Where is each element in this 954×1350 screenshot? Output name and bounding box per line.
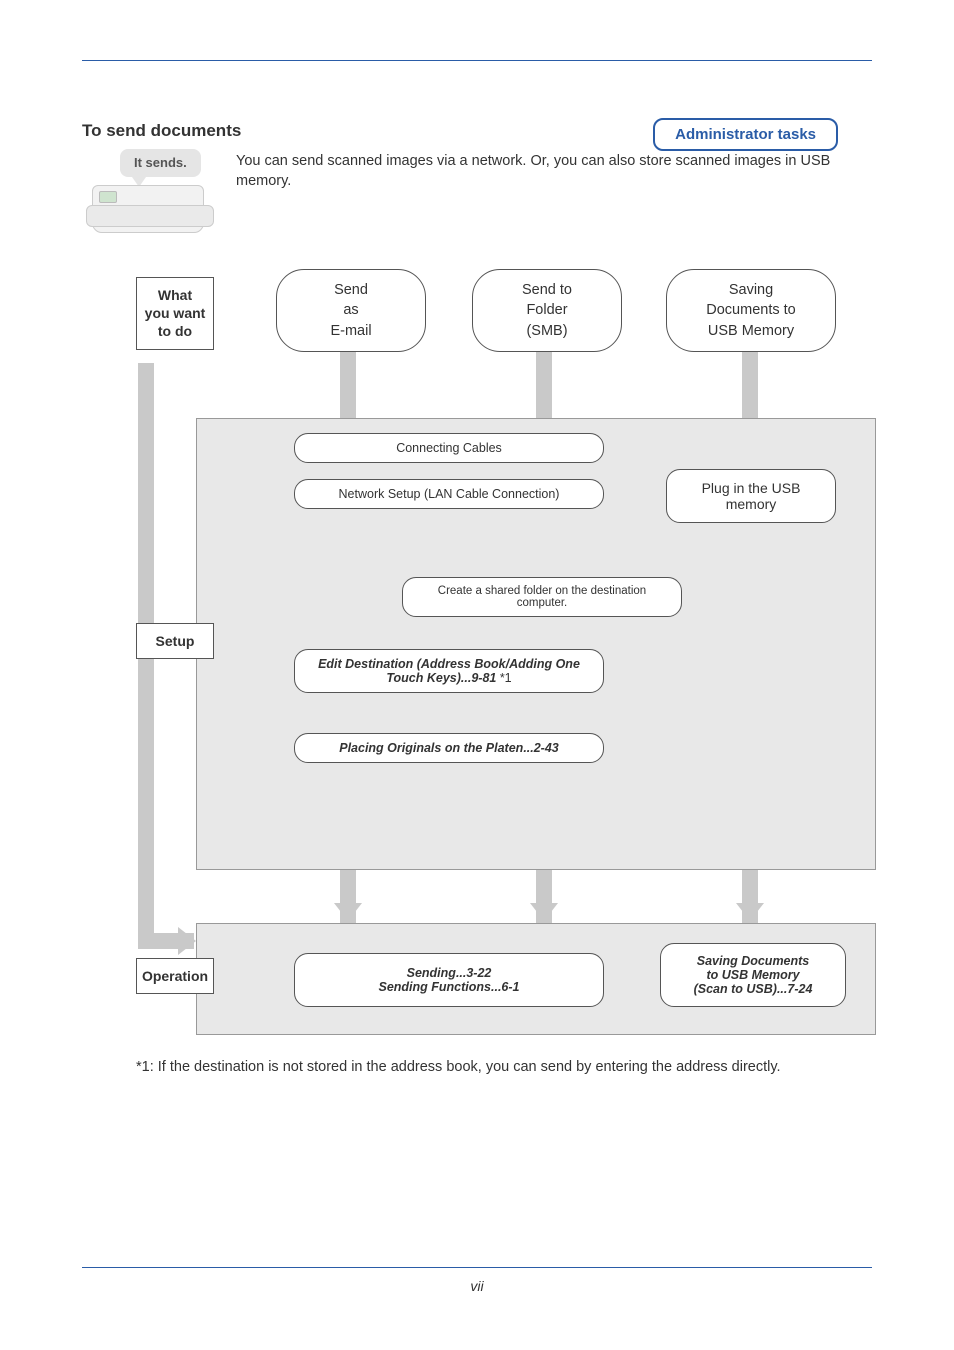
admin-tasks-badge: Administrator tasks (653, 118, 838, 151)
intro-paragraph: You can send scanned images via a networ… (236, 149, 872, 192)
goal-send-smb: Send to Folder (SMB) (472, 269, 622, 352)
goal-line: Send to (489, 280, 605, 300)
goal-usb: Saving Documents to USB Memory (666, 269, 836, 352)
flow-diagram: What you want to do Setup Operation Send… (136, 263, 872, 1043)
goal-line: E-mail (293, 321, 409, 341)
op-page-ref: ...7-24 (777, 982, 812, 996)
setup-label: Setup (136, 623, 214, 659)
footer: vii (82, 1267, 872, 1294)
what-you-want-label: What you want to do (136, 277, 214, 350)
footnote: *1: If the destination is not stored in … (136, 1057, 872, 1077)
step-network-setup: Network Setup (LAN Cable Connection) (294, 479, 604, 509)
step-plug-usb: Plug in the USB memory (666, 469, 836, 523)
goal-line: as (293, 300, 409, 320)
page-number: vii (470, 1278, 483, 1294)
it-sends-illustration: It sends. (82, 149, 222, 239)
step-edit-destination: Edit Destination (Address Book/Adding On… (294, 649, 604, 693)
goal-line: Send (293, 280, 409, 300)
step-page-ref: ...2-43 (523, 741, 558, 755)
step-text: Placing Originals on the Platen (339, 741, 523, 755)
op-line: to USB Memory (671, 968, 835, 982)
op-page-ref: ...6-1 (491, 980, 520, 994)
goal-line: (SMB) (489, 321, 605, 341)
step-create-shared-folder: Create a shared folder on the destinatio… (402, 577, 682, 617)
label-line: you want (139, 304, 211, 322)
step-line: memory (683, 496, 819, 512)
operation-label: Operation (136, 958, 214, 994)
label-line: What (139, 286, 211, 304)
label-line: to do (139, 322, 211, 340)
step-page-ref: ...9-81 (461, 671, 496, 685)
step-text: Edit Destination (Address Book/Adding On… (318, 657, 580, 685)
goal-line: Folder (489, 300, 605, 320)
op-line: Saving Documents (671, 954, 835, 968)
speech-balloon: It sends. (120, 149, 201, 176)
op-page-ref: ...3-22 (456, 966, 491, 980)
op-saving-usb: Saving Documents to USB Memory (Scan to … (660, 943, 846, 1007)
op-text: (Scan to USB) (694, 982, 777, 996)
step-placing-originals: Placing Originals on the Platen...2-43 (294, 733, 604, 763)
op-sending: Sending...3-22 Sending Functions...6-1 (294, 953, 604, 1007)
op-text: Sending Functions (379, 980, 492, 994)
goal-line: USB Memory (683, 321, 819, 341)
top-rule (82, 60, 872, 61)
op-text: Sending (407, 966, 456, 980)
goal-send-email: Send as E-mail (276, 269, 426, 352)
step-connecting-cables: Connecting Cables (294, 433, 604, 463)
goal-line: Saving (683, 280, 819, 300)
step-note-ref: *1 (496, 671, 511, 685)
goal-line: Documents to (683, 300, 819, 320)
step-line: Plug in the USB (683, 480, 819, 496)
